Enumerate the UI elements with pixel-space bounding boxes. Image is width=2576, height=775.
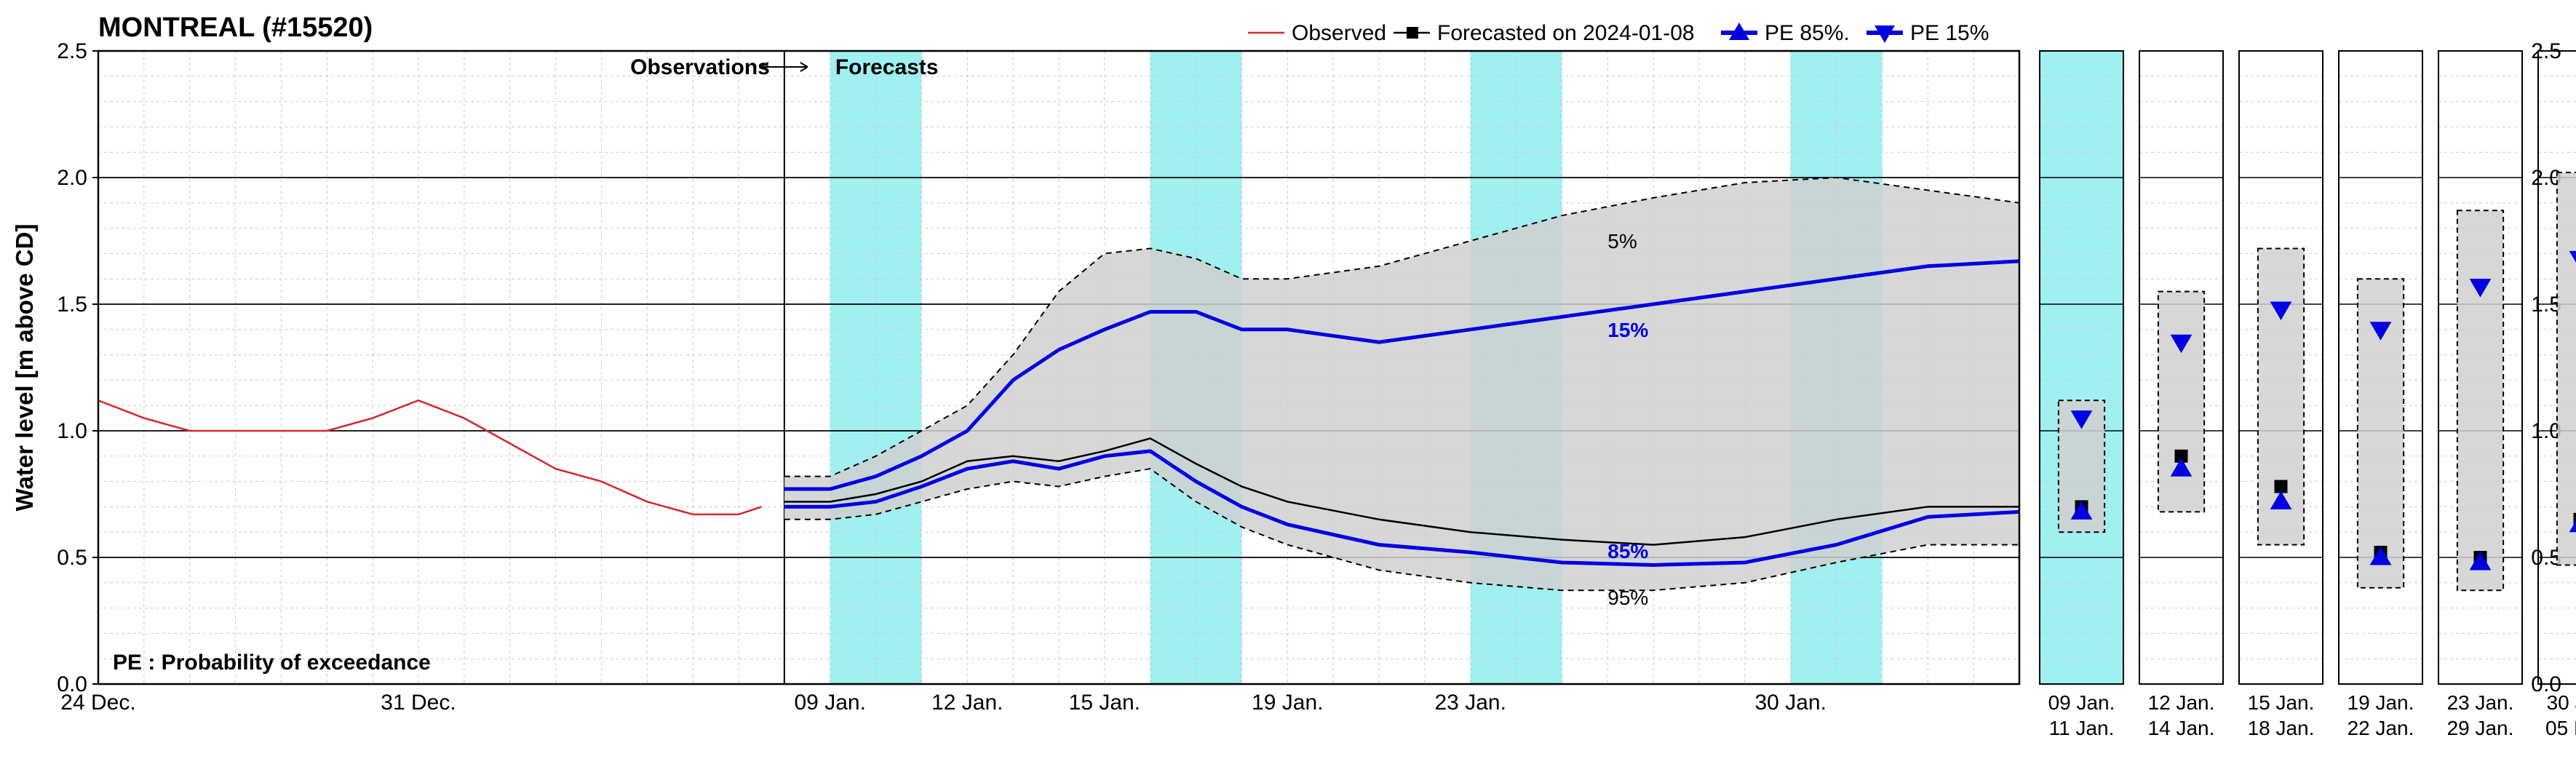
observations-label: Observations <box>630 55 770 79</box>
y-tick-label: 2.5 <box>57 39 87 63</box>
observed-line <box>98 400 761 514</box>
mini-plot: 19 Jan. 22 Jan. <box>2339 51 2422 739</box>
x-tick-label: 15 Jan. <box>1069 691 1140 715</box>
mini-label-2: 29 Jan. <box>2447 717 2514 739</box>
mini-label-1: 30 Jan. <box>2547 691 2576 714</box>
pe-note: PE : Probability of exceedance <box>113 651 431 675</box>
mini-label-2: 22 Jan. <box>2348 717 2414 739</box>
legend-forecasted: Forecasted on 2024-01-08 <box>1437 21 1695 45</box>
mini-label-1: 23 Jan. <box>2447 691 2514 714</box>
y-tick-label: 1.0 <box>57 419 87 443</box>
mini-plot: 15 Jan. 18 Jan. <box>2239 51 2323 739</box>
x-tick-label: 19 Jan. <box>1252 691 1323 715</box>
legend-pe85: PE 85%. <box>1765 21 1850 45</box>
x-tick-label: 31 Dec. <box>381 691 456 715</box>
mini-label-1: 19 Jan. <box>2348 691 2414 714</box>
mini-label-1: 12 Jan. <box>2148 691 2215 714</box>
y-tick-label: 2.0 <box>57 166 87 190</box>
mini-label-2: 11 Jan. <box>2049 717 2115 739</box>
p5-label: 5% <box>1607 230 1637 253</box>
p95-label: 95% <box>1607 587 1648 609</box>
mini-plot: 12 Jan. 14 Jan. <box>2139 51 2223 739</box>
p85-label: 85% <box>1607 540 1648 563</box>
forecasts-label: Forecasts <box>835 55 939 79</box>
mini-label-1: 09 Jan. <box>2048 691 2115 714</box>
x-tick-label: 23 Jan. <box>1435 691 1506 715</box>
x-tick-label: 30 Jan. <box>1755 691 1826 715</box>
x-tick-label: 24 Dec. <box>60 691 135 715</box>
legend-observed: Observed <box>1292 21 1386 45</box>
mini-label-2: 14 Jan. <box>2148 717 2215 739</box>
x-tick-label: 09 Jan. <box>795 691 866 715</box>
chart-title: MONTREAL (#15520) <box>98 12 373 43</box>
water-level-forecast-chart: 5% 15% 85% 95% Observations Forecasts PE : Pro… <box>0 0 2576 775</box>
y-axis-label: Water level [m above CD] <box>11 224 38 512</box>
legend-pe15: PE 15% <box>1910 21 1989 45</box>
y-tick-label: 1.5 <box>57 293 87 317</box>
x-tick-label: 12 Jan. <box>931 691 1003 715</box>
mini-plot: 23 Jan. 29 Jan. <box>2438 51 2522 739</box>
mini-label-1: 15 Jan. <box>2248 691 2315 714</box>
y-tick-label: 0.5 <box>57 546 87 570</box>
p15-label: 15% <box>1607 319 1648 341</box>
mini-label-2: 18 Jan. <box>2248 717 2315 739</box>
mini-plot: 30 Jan. 05 Feb. <box>2538 51 2576 739</box>
mini-plot: 09 Jan. 11 Jan. <box>2040 51 2123 739</box>
mini-label-2: 05 Feb. <box>2545 717 2576 739</box>
uncertainty-band <box>784 178 2019 590</box>
